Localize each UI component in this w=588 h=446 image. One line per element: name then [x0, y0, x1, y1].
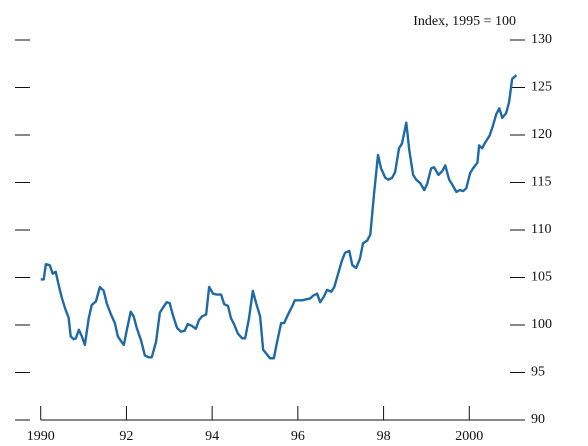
y-tick-label: 110: [531, 222, 551, 237]
x-tick-label: 96: [291, 429, 305, 444]
y-tick-label: 105: [531, 270, 552, 285]
y-axis-label: Index, 1995 = 100: [413, 14, 516, 29]
data-line: [40, 74, 518, 360]
x-tick-label: 92: [119, 429, 133, 444]
x-tick-label: 98: [377, 429, 391, 444]
x-tick-label: 2000: [455, 429, 483, 444]
y-tick-label: 95: [531, 365, 545, 380]
x-tick-label: 1990: [27, 429, 55, 444]
y-tick-label: 125: [531, 80, 552, 95]
x-tick-label: 94: [205, 429, 219, 444]
y-tick-label: 120: [531, 127, 552, 142]
y-tick-label: 100: [531, 317, 552, 332]
y-tick-label: 130: [531, 32, 552, 47]
y-tick-label: 115: [531, 175, 551, 190]
y-tick-label: 90: [531, 412, 545, 427]
